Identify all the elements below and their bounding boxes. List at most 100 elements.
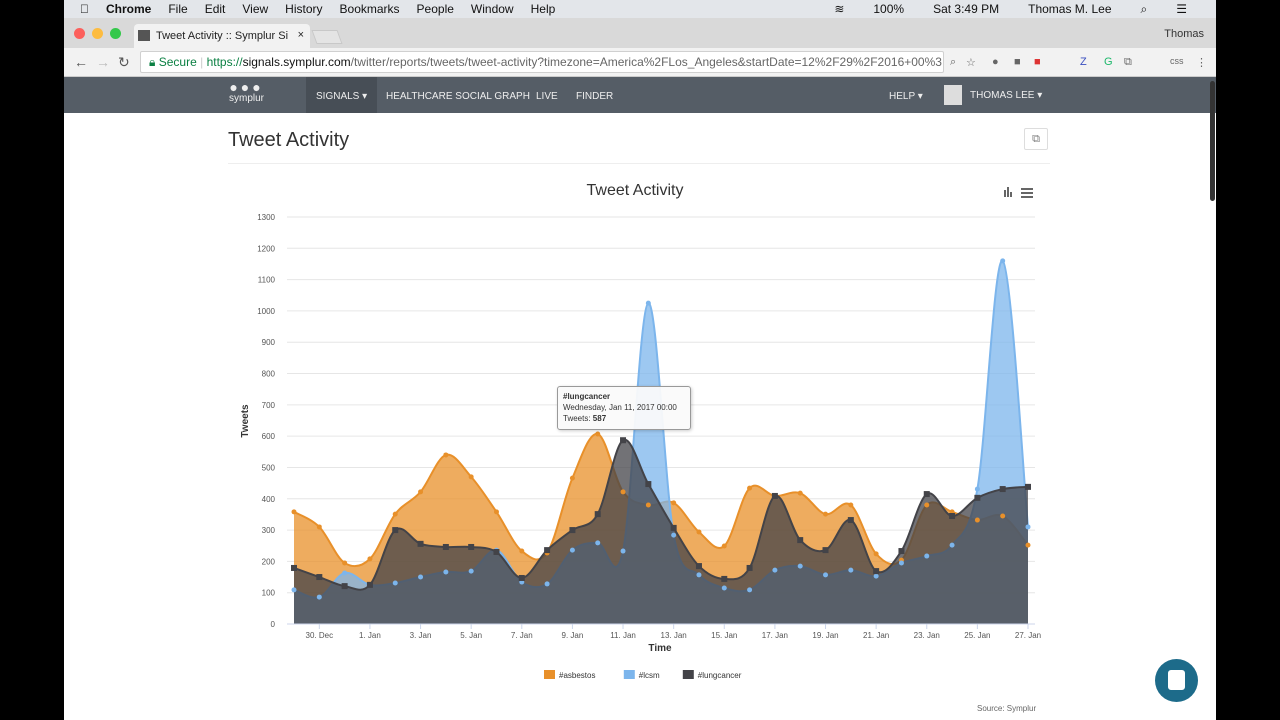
- y-axis-title: Tweets: [240, 404, 251, 438]
- tooltip-series: #lungcancer: [563, 392, 611, 401]
- page-scrollbar[interactable]: [1208, 77, 1216, 720]
- x-tick-label: 15. Jan: [711, 631, 737, 640]
- wifi-icon[interactable]: ≋: [834, 1, 845, 16]
- menu-bookmarks[interactable]: Bookmarks: [330, 2, 400, 16]
- nav-live[interactable]: LIVE: [536, 91, 558, 102]
- back-icon[interactable]: ←: [74, 54, 88, 70]
- point-asbestos: [418, 489, 424, 495]
- legend-item[interactable]: #lungcancer: [682, 670, 742, 680]
- point-lungcancer: [771, 492, 778, 499]
- bookmark-star-icon[interactable]: ☆: [966, 57, 976, 69]
- point-asbestos: [671, 500, 677, 506]
- url-input[interactable]: 🔒︎ Secure | https://signals.symplur.com/…: [140, 51, 944, 73]
- point-lungcancer: [442, 543, 449, 550]
- css-extension-icon[interactable]: css: [1170, 56, 1184, 66]
- legend-label: #lungcancer: [698, 671, 742, 680]
- menu-help[interactable]: Help: [521, 2, 556, 16]
- point-lungcancer: [949, 512, 956, 519]
- point-lcsm: [671, 532, 677, 538]
- legend-item[interactable]: #lcsm: [623, 670, 660, 680]
- menu-file[interactable]: File: [159, 2, 187, 16]
- menu-window[interactable]: Window: [461, 2, 514, 16]
- reload-icon[interactable]: ↻: [118, 54, 130, 70]
- extension-icon[interactable]: ●: [992, 56, 999, 68]
- avatar[interactable]: [944, 85, 962, 105]
- point-asbestos: [974, 517, 980, 523]
- address-bar: ← → ↻ 🔒︎ Secure | https://signals.symplu…: [64, 48, 1216, 77]
- web-page: ●●● symplur SIGNALS ▾ HEALTHCARE SOCIAL G…: [64, 77, 1216, 720]
- point-lcsm: [392, 580, 398, 586]
- menu-view[interactable]: View: [233, 2, 268, 16]
- menu-edit[interactable]: Edit: [195, 2, 226, 16]
- legend-item[interactable]: #asbestos: [544, 670, 595, 680]
- point-lcsm: [291, 587, 297, 593]
- extension-icon[interactable]: ■: [1034, 56, 1041, 68]
- point-asbestos: [620, 489, 626, 495]
- nav-signals[interactable]: SIGNALS ▾: [306, 77, 378, 113]
- apple-icon[interactable]: : [80, 2, 89, 16]
- new-tab-button[interactable]: [311, 30, 343, 44]
- chart-source[interactable]: Source: Symplur: [977, 704, 1037, 713]
- chart-type-icon[interactable]: [1004, 187, 1012, 197]
- close-tab-icon[interactable]: ×: [297, 29, 304, 41]
- point-lcsm: [418, 574, 424, 580]
- nav-finder[interactable]: FINDER: [576, 91, 614, 102]
- browser-tab[interactable]: Tweet Activity :: Symplur Signa ×: [134, 24, 310, 48]
- logo-text: symplur: [229, 93, 265, 104]
- y-tick-label: 1300: [257, 213, 275, 222]
- y-tick-label: 400: [262, 495, 276, 504]
- y-tick-label: 1100: [258, 276, 276, 285]
- chart-menu-icon[interactable]: [1021, 188, 1033, 198]
- user-menu[interactable]: Thomas M. Lee: [1028, 1, 1112, 16]
- url-scheme: https://: [206, 55, 243, 69]
- point-asbestos: [797, 490, 803, 496]
- x-tick-label: 3. Jan: [410, 631, 432, 640]
- point-asbestos: [823, 511, 829, 517]
- y-tick-label: 100: [262, 589, 276, 598]
- point-asbestos: [569, 475, 575, 481]
- evernote-icon[interactable]: ■: [1014, 56, 1021, 68]
- legend-swatch: [544, 670, 555, 679]
- y-tick-label: 0: [271, 620, 276, 629]
- close-window-button[interactable]: [74, 28, 85, 39]
- x-tick-label: 1. Jan: [359, 631, 381, 640]
- grammarly-icon[interactable]: G: [1104, 56, 1113, 68]
- x-tick-label: 11. Jan: [610, 631, 636, 640]
- x-tick-label: 23. Jan: [914, 631, 940, 640]
- copy-button[interactable]: ⧉: [1024, 128, 1048, 150]
- chat-icon: [1168, 670, 1185, 690]
- point-lcsm: [924, 553, 930, 559]
- nav-healthcare-social-graph[interactable]: HEALTHCARE SOCIAL GRAPH: [386, 91, 530, 102]
- point-lungcancer: [999, 486, 1006, 493]
- cast-icon[interactable]: ⧉: [1124, 56, 1132, 68]
- chat-widget-button[interactable]: [1155, 659, 1198, 702]
- point-asbestos: [848, 502, 854, 508]
- point-lungcancer: [822, 547, 829, 554]
- zoom-window-button[interactable]: [110, 28, 121, 39]
- chrome-menu-icon[interactable]: ⋮: [1196, 57, 1207, 69]
- point-lungcancer: [974, 494, 981, 501]
- menu-history[interactable]: History: [276, 2, 322, 16]
- nav-help[interactable]: HELP ▾: [889, 91, 923, 102]
- symplur-logo[interactable]: ●●● symplur: [229, 79, 265, 104]
- zoom-icon[interactable]: ⌕: [950, 56, 957, 68]
- y-tick-label: 900: [262, 338, 276, 347]
- profile-button[interactable]: Thomas: [1164, 28, 1204, 40]
- tooltip-date: Wednesday, Jan 11, 2017 00:00: [563, 403, 677, 412]
- menu-people[interactable]: People: [407, 2, 454, 16]
- zotero-icon[interactable]: Z: [1080, 56, 1087, 68]
- forward-icon[interactable]: →: [96, 54, 110, 70]
- point-lcsm: [873, 573, 879, 579]
- area-lcsm: [294, 260, 1028, 624]
- nav-user[interactable]: THOMAS LEE ▾: [970, 90, 1043, 101]
- menu-app[interactable]: Chrome: [97, 2, 151, 16]
- point-asbestos: [468, 474, 474, 480]
- spotlight-icon[interactable]: ⌕: [1140, 1, 1148, 16]
- point-asbestos: [696, 529, 702, 535]
- x-tick-label: 21. Jan: [863, 631, 889, 640]
- minimize-window-button[interactable]: [92, 28, 103, 39]
- clock[interactable]: Sat 3:49 PM: [933, 1, 1000, 16]
- battery-status[interactable]: 100%: [873, 1, 905, 16]
- point-asbestos: [367, 556, 373, 562]
- notification-center-icon[interactable]: ☰: [1176, 1, 1187, 16]
